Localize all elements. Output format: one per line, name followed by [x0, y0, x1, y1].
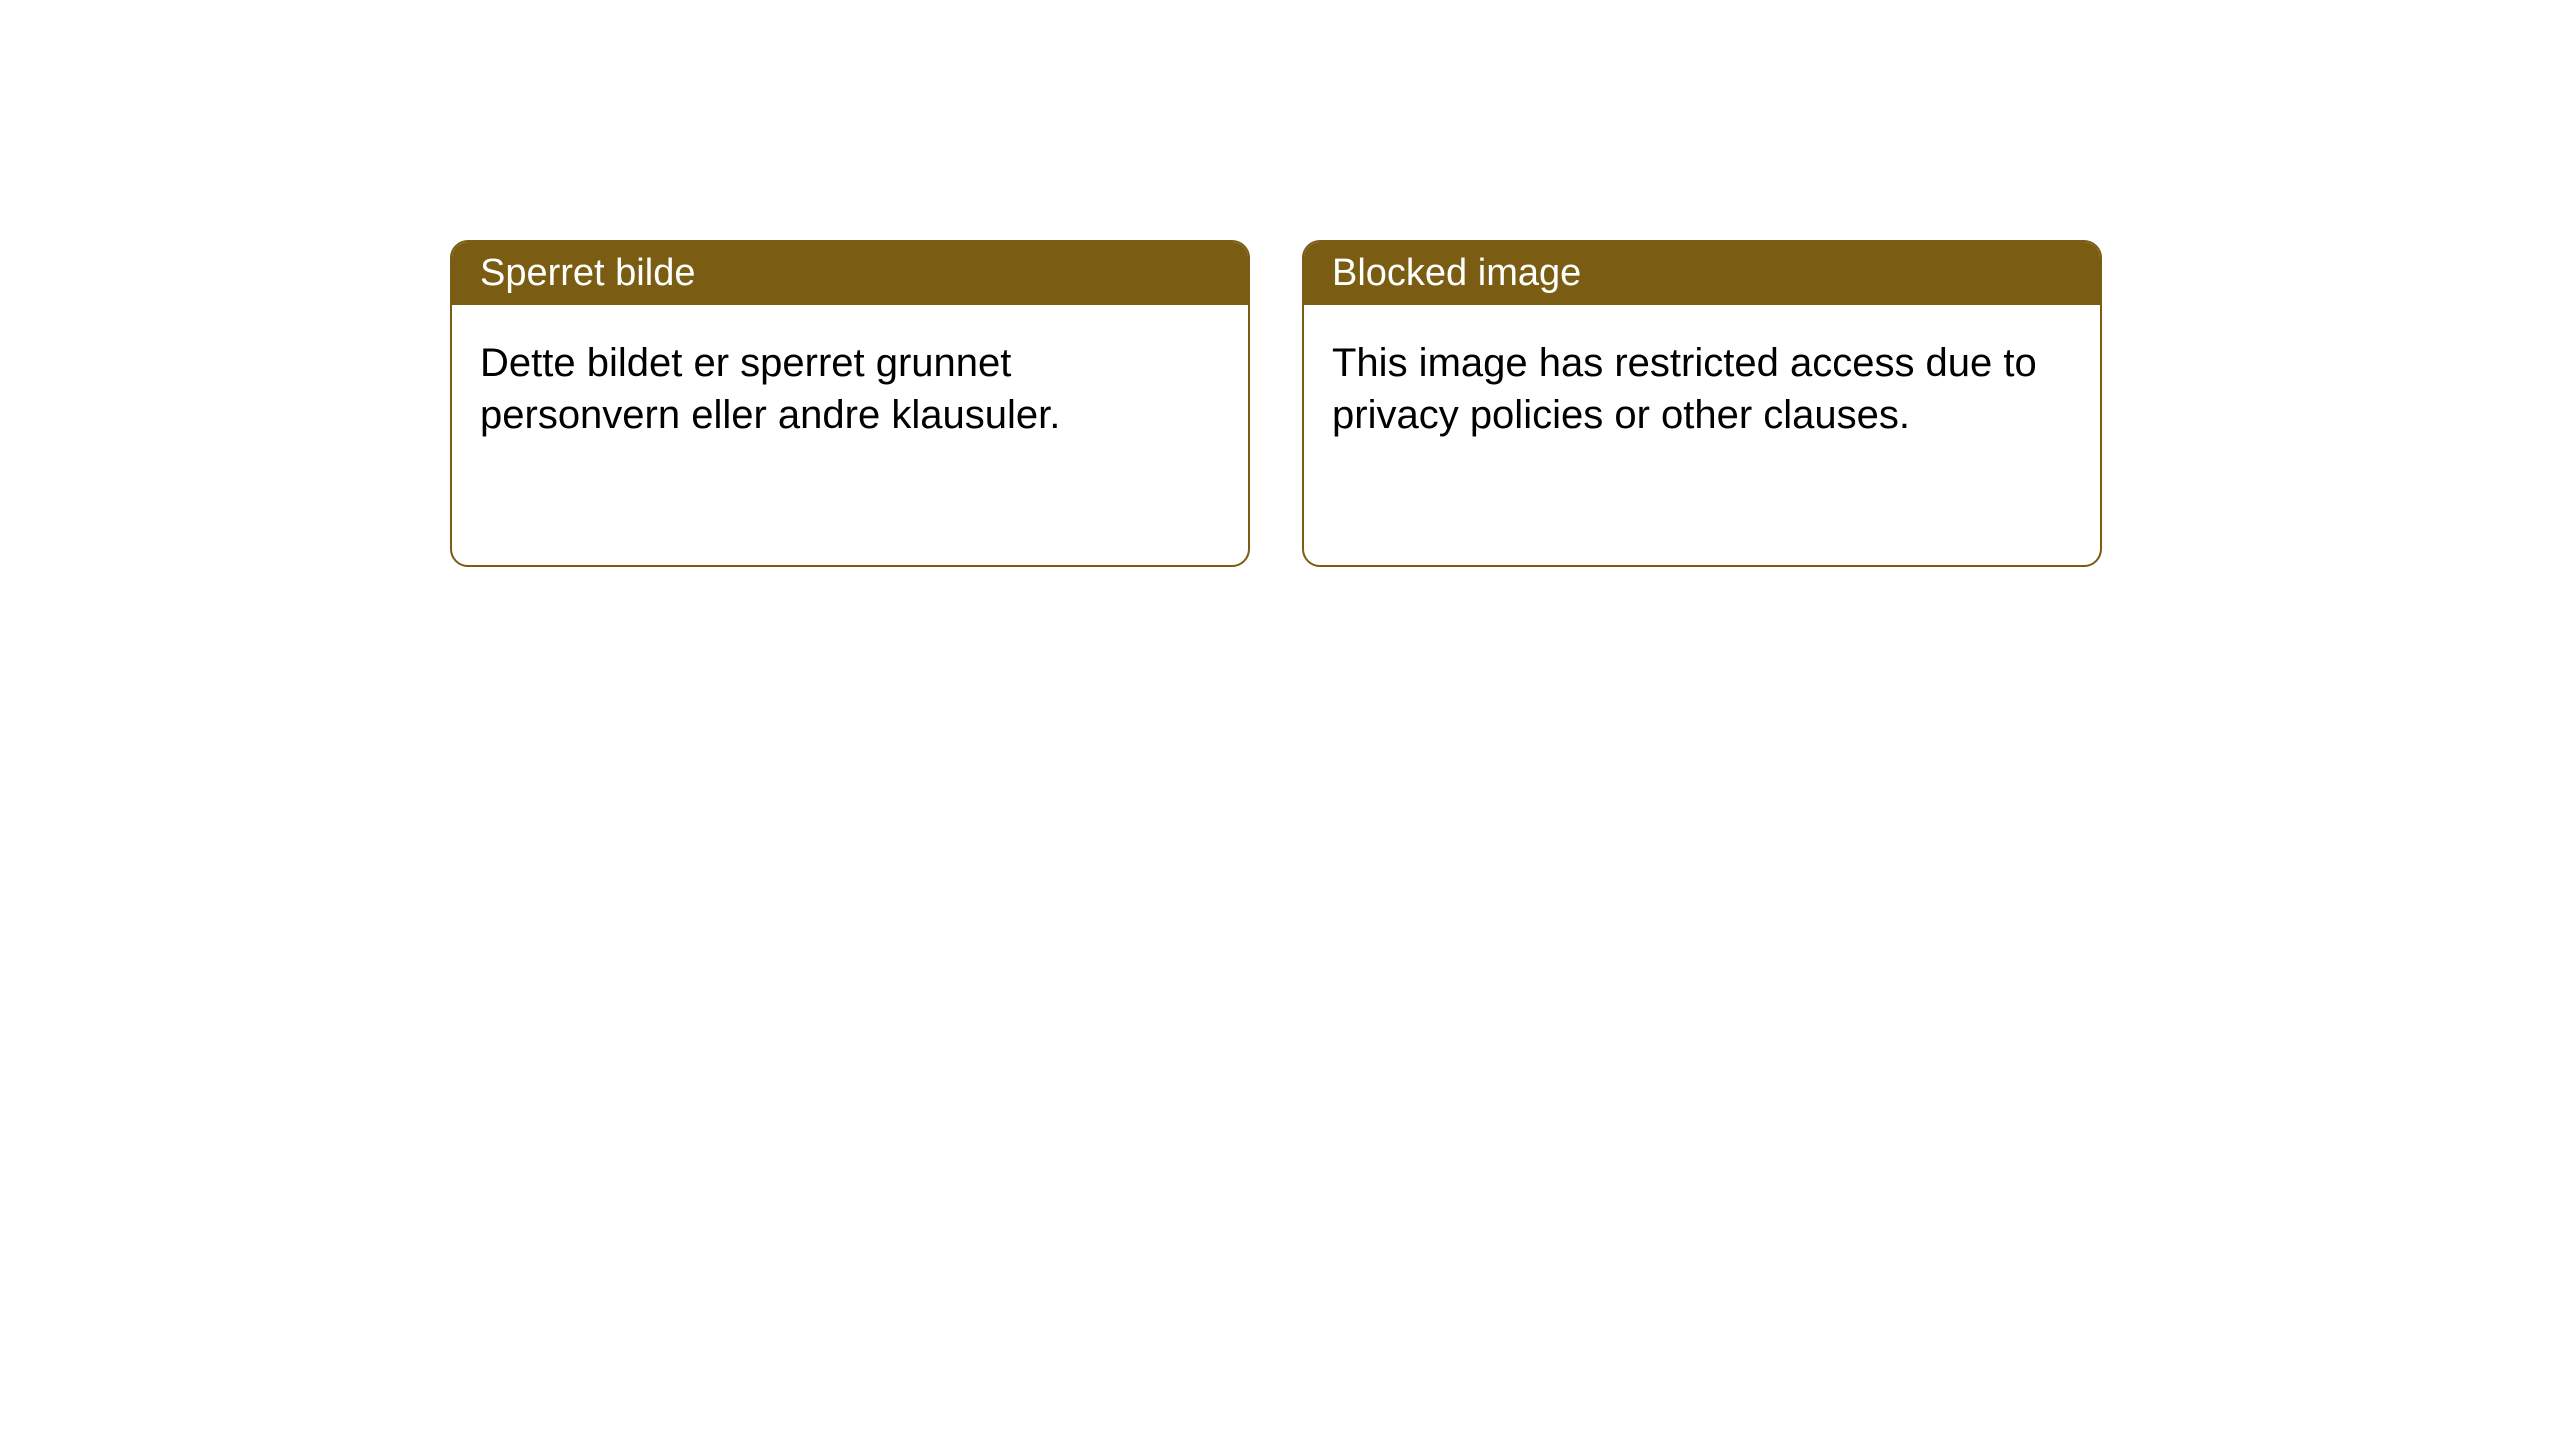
notice-card-norwegian: Sperret bilde Dette bildet er sperret gr…	[450, 240, 1250, 567]
card-title: Sperret bilde	[452, 242, 1248, 305]
card-title: Blocked image	[1304, 242, 2100, 305]
card-body: This image has restricted access due to …	[1304, 305, 2100, 565]
notice-card-english: Blocked image This image has restricted …	[1302, 240, 2102, 567]
card-body: Dette bildet er sperret grunnet personve…	[452, 305, 1248, 565]
notice-container: Sperret bilde Dette bildet er sperret gr…	[0, 0, 2560, 567]
